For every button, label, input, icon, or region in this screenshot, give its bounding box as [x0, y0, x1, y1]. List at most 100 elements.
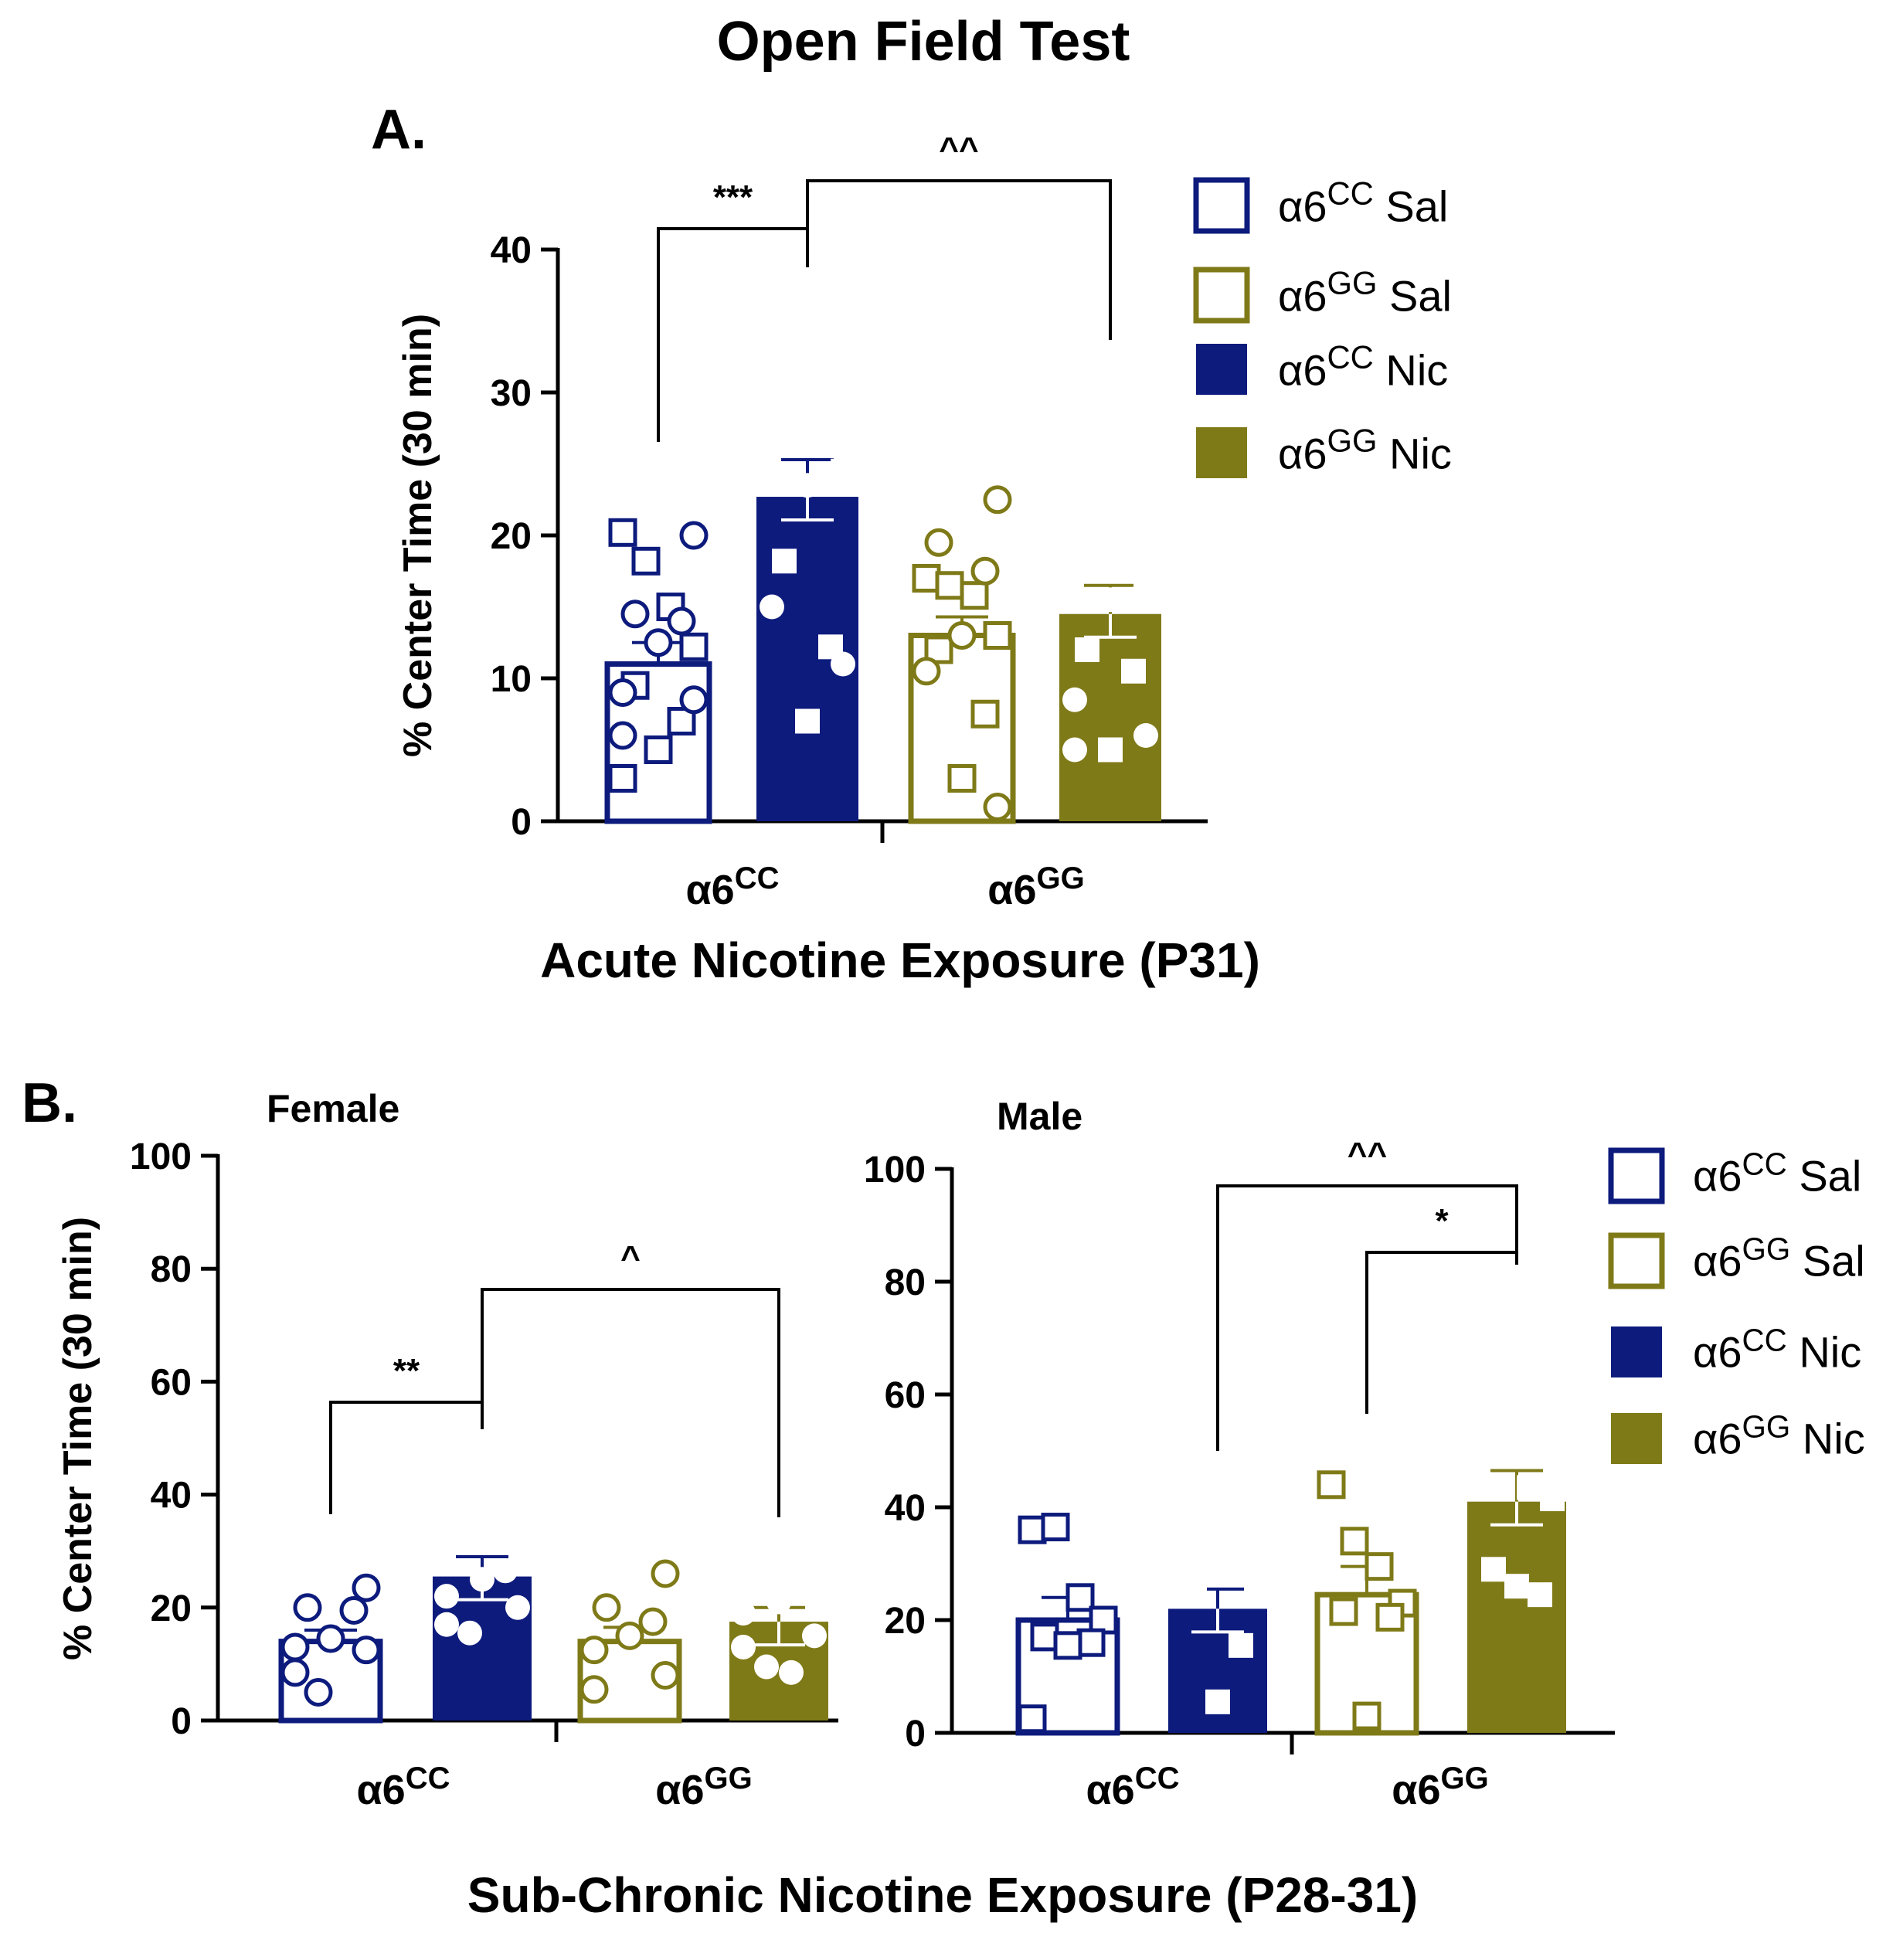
data-point-square	[1030, 1622, 1059, 1652]
data-point-circle	[772, 387, 797, 413]
panel-a-label: A.	[371, 99, 427, 161]
data-point-circle	[1062, 687, 1087, 712]
data-point-square	[1528, 1582, 1552, 1608]
chart-subtitle: Female	[267, 1087, 399, 1130]
bar-gg_nic	[1059, 613, 1161, 821]
y-tick-label: 0	[171, 1701, 192, 1742]
data-point-square	[1041, 1513, 1070, 1542]
data-point-square	[1170, 1537, 1195, 1562]
data-point-square	[1193, 1517, 1218, 1543]
data-point-square	[1517, 1475, 1541, 1500]
data-point-circle	[831, 651, 855, 677]
data-point-square	[1329, 1597, 1358, 1626]
y-tick-label: 60	[151, 1362, 192, 1403]
legend-label-cc_nic: α6CC Nic	[1693, 1322, 1861, 1376]
significance-bracket	[1216, 1184, 1518, 1451]
y-tick-label: 0	[511, 802, 532, 843]
data-point-circle	[760, 594, 784, 620]
data-point-circle	[316, 1624, 345, 1653]
data-point-circle	[615, 1621, 644, 1650]
data-point-square	[1065, 1583, 1095, 1612]
data-point-circle	[679, 685, 709, 715]
data-point-circle	[743, 1561, 768, 1586]
data-point-square	[807, 382, 832, 408]
data-point-circle	[651, 1661, 680, 1690]
data-point-circle	[280, 1632, 310, 1662]
significance-bracket	[329, 1401, 484, 1514]
data-point-circle	[970, 556, 1000, 586]
data-point-circle	[447, 1462, 471, 1488]
data-point-circle	[1075, 430, 1099, 455]
data-point-circle	[802, 1541, 827, 1567]
data-point-circle	[947, 621, 977, 650]
chart-subtitle: Male	[997, 1095, 1082, 1138]
data-point-square	[1205, 1689, 1230, 1714]
data-point-circle	[651, 1559, 680, 1588]
chart-female: 0 20 40 60 80 100 % Center Time (30 min) Female…	[56, 1087, 838, 1813]
data-point-circle	[831, 352, 855, 376]
data-point-square	[1089, 1605, 1118, 1635]
data-point-circle	[1121, 537, 1146, 562]
data-point-square	[983, 621, 1012, 650]
data-point-circle	[679, 521, 709, 550]
data-point-square	[1229, 1632, 1253, 1658]
data-point-square	[644, 735, 673, 764]
data-point-circle	[280, 1658, 310, 1687]
legend-label-cc_sal: α6CC Sal	[1278, 175, 1448, 230]
data-point-circle	[304, 1677, 333, 1707]
data-point-circle	[731, 1601, 756, 1626]
y-tick-label: 40	[151, 1476, 192, 1517]
y-axis-title: % Center Time (30 min)	[396, 314, 440, 757]
data-point-circle	[470, 1567, 494, 1592]
data-point-square	[1018, 1704, 1047, 1734]
data-point-circle	[457, 1620, 482, 1646]
x-category-label: α6CC	[685, 861, 779, 913]
data-point-circle	[352, 1573, 381, 1602]
bar-gg_nic	[1467, 1501, 1566, 1733]
data-point-circle	[434, 1612, 459, 1637]
data-point-square	[1469, 1350, 1494, 1376]
legend-label-gg_nic: α6GG Nic	[1278, 422, 1452, 477]
significance-label: ^^	[939, 131, 978, 168]
legend-label-gg_sal: α6GG Sal	[1693, 1231, 1865, 1285]
data-point-circle	[505, 1462, 530, 1488]
significance-bracket	[1365, 1251, 1518, 1414]
data-point-circle	[983, 793, 1012, 821]
data-point-square	[912, 564, 941, 593]
data-point-square	[947, 764, 977, 793]
data-point-circle	[731, 1634, 756, 1659]
data-point-square	[1053, 1631, 1082, 1660]
data-point-square	[960, 581, 989, 610]
legend-swatch-gg_nic	[1196, 427, 1247, 478]
legend-label-gg_nic: α6GG Nic	[1693, 1408, 1865, 1462]
data-point-square	[1375, 1602, 1405, 1632]
data-point-square	[760, 311, 784, 337]
data-point-square	[1018, 1515, 1047, 1544]
y-tick-label: 10	[491, 659, 532, 700]
y-tick-label: 100	[864, 1150, 926, 1191]
legend-swatch-gg_nic	[1611, 1413, 1662, 1464]
significance-label: **	[393, 1352, 420, 1390]
significance-bracket	[806, 179, 1112, 340]
data-point-square	[772, 549, 797, 574]
legend-swatch-gg_sal	[1608, 1232, 1665, 1289]
data-point-square	[1133, 566, 1158, 591]
data-point-square	[1110, 559, 1135, 584]
y-tick-label: 80	[885, 1262, 926, 1303]
legend-swatch-gg_sal	[1193, 267, 1250, 324]
data-point-circle	[579, 1636, 609, 1665]
significance-label: ^^	[1348, 1136, 1387, 1174]
significance-label: ***	[713, 178, 753, 216]
panel-b-x-axis-title: Sub-Chronic Nicotine Exposure (P28-31)	[467, 1867, 1418, 1923]
chart-male: 0 20 40 60 80 100 Male α6CC α6GG ^^ *	[864, 1095, 1615, 1813]
data-point-circle	[779, 1659, 804, 1685]
y-tick-label: 100	[130, 1136, 192, 1177]
data-point-square	[935, 571, 964, 600]
data-point-circle	[795, 473, 820, 498]
panel-b-label: B.	[22, 1072, 77, 1134]
x-category-label: α6GG	[987, 861, 1084, 913]
data-point-circle	[802, 1623, 827, 1649]
significance-label: ^	[620, 1239, 641, 1277]
data-point-circle	[620, 600, 650, 629]
